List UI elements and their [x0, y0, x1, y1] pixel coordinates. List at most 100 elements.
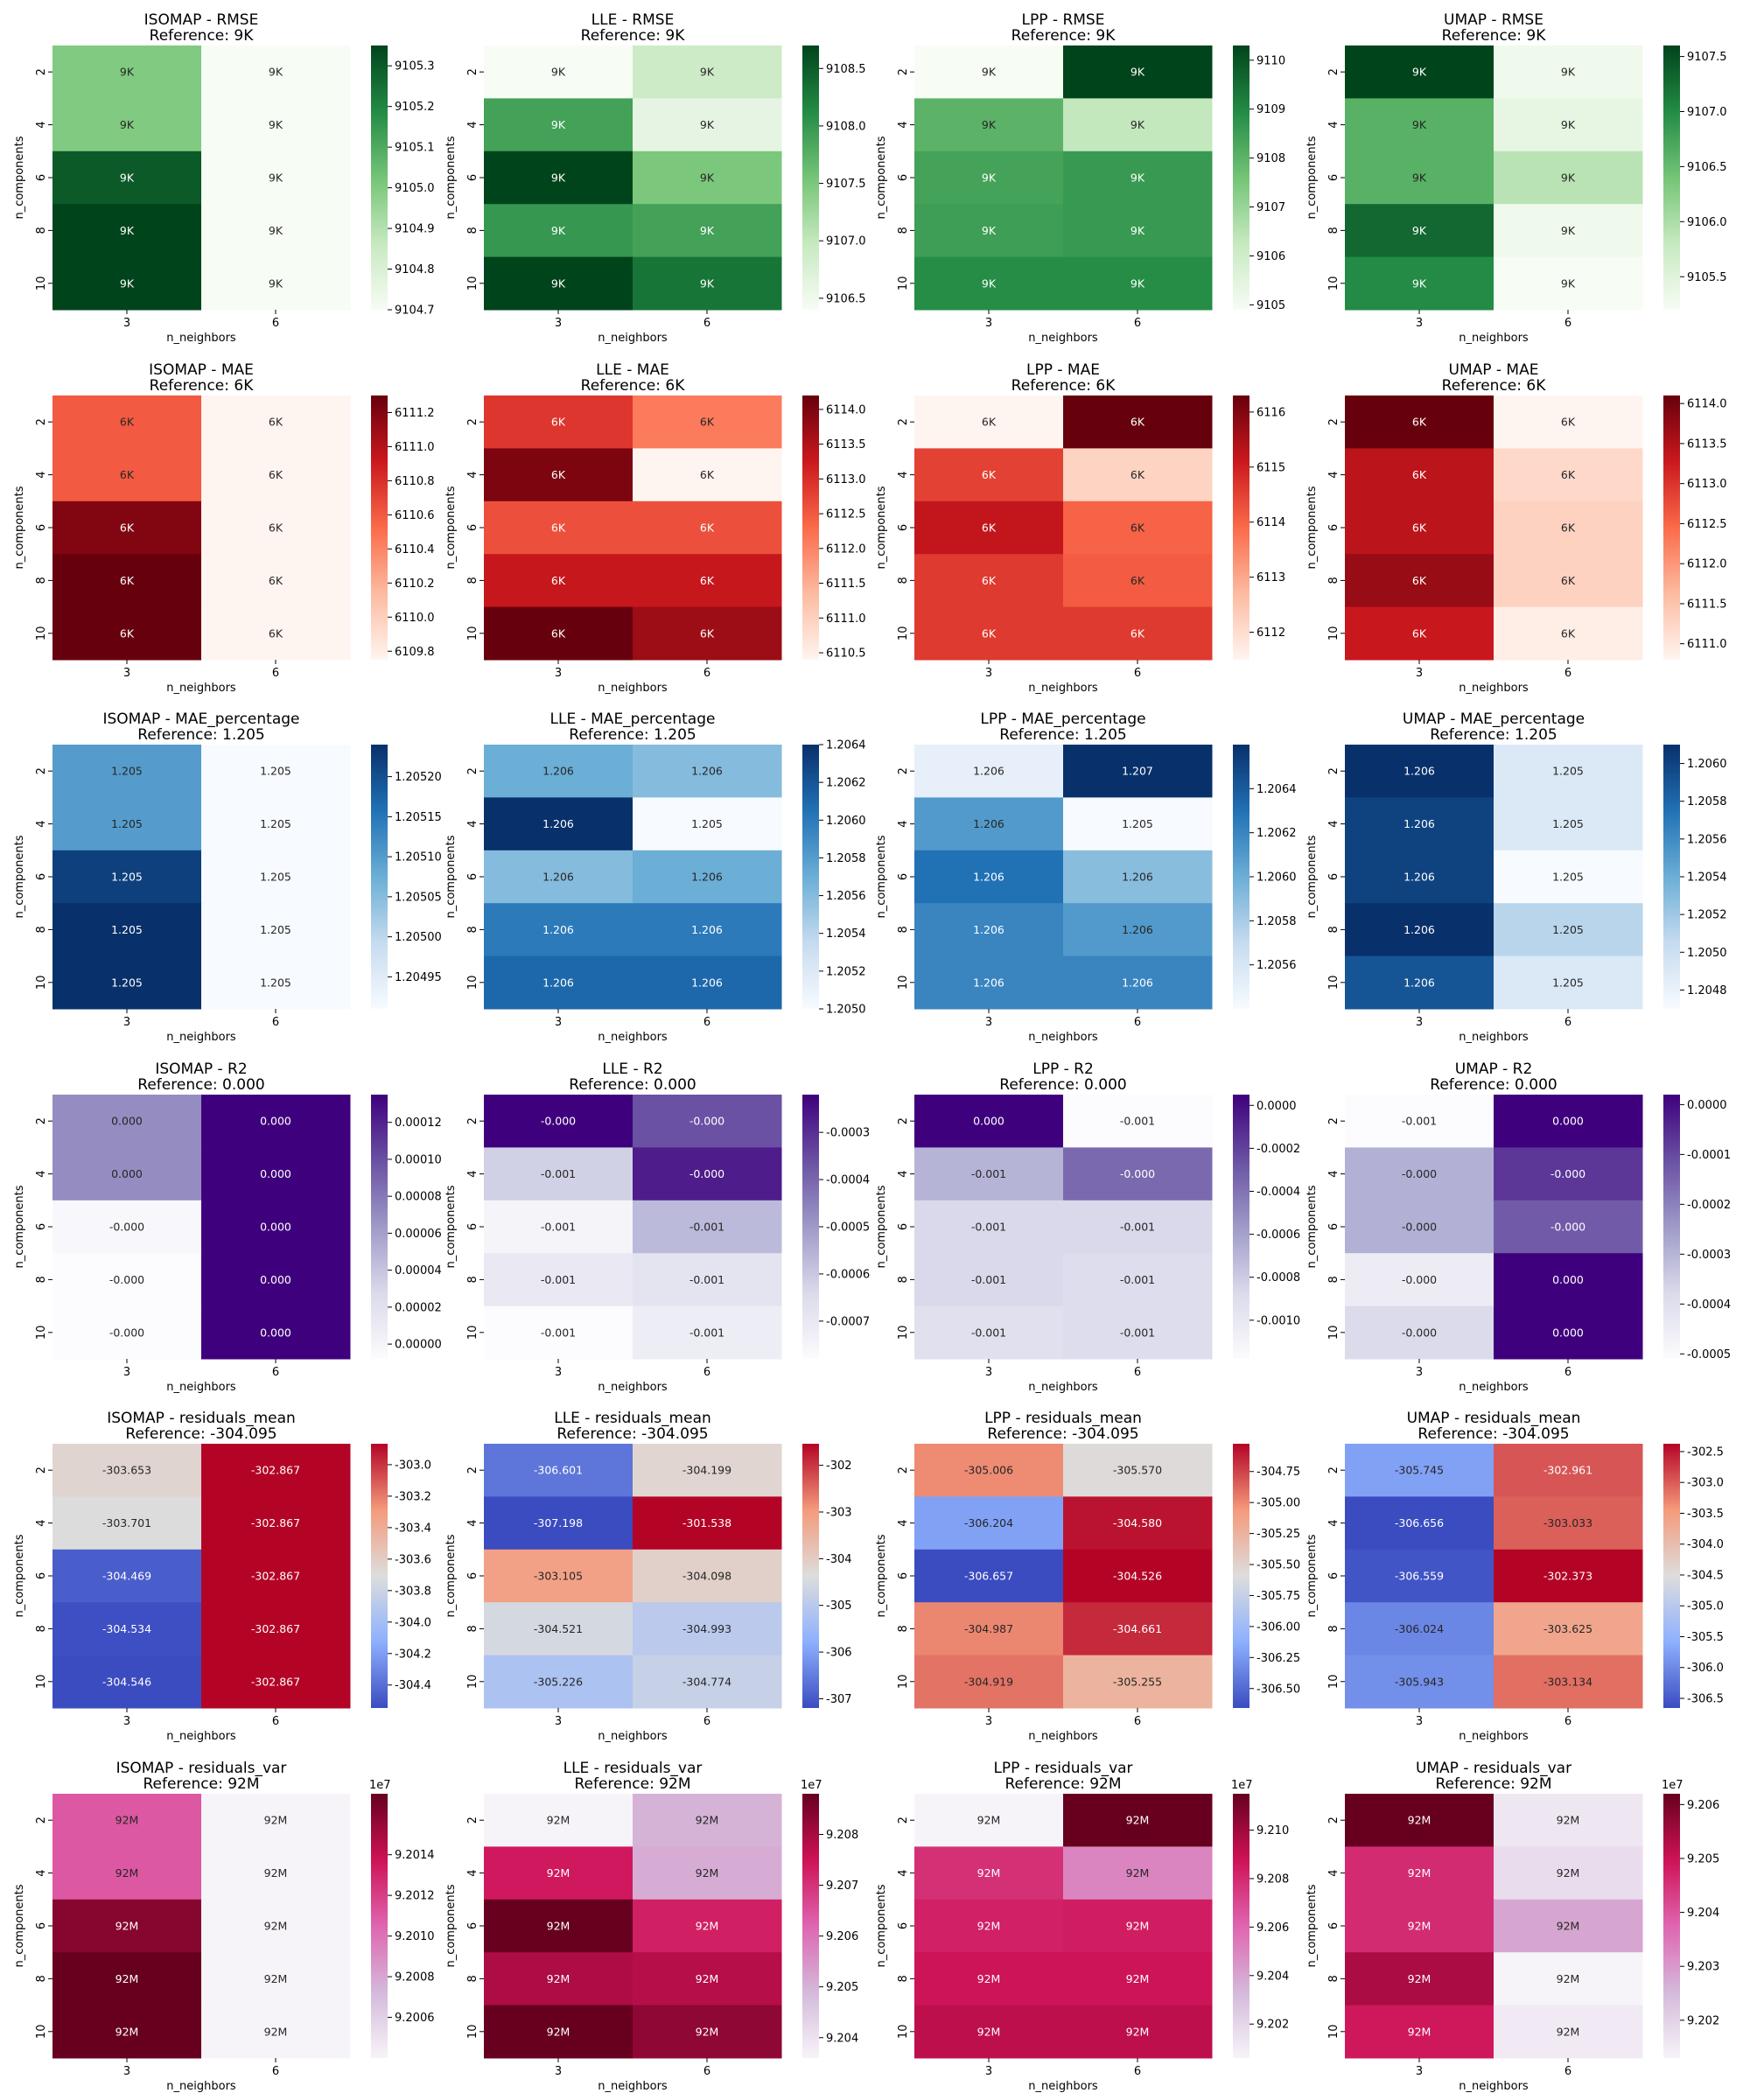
cell-value-label: 92M — [977, 1814, 1001, 1827]
cell-value-label: 92M — [264, 2025, 288, 2038]
cell-value-label: 1.206 — [1122, 976, 1153, 989]
cell-value-label: -0.001 — [690, 1273, 724, 1286]
y-tick-label: 10 — [35, 626, 48, 641]
heatmap-cell — [1494, 1899, 1643, 1953]
y-tick-label: 8 — [1327, 1276, 1340, 1283]
colorbar — [371, 1095, 388, 1359]
heatmap-cell — [484, 1253, 634, 1307]
colorbar-tick-label: 1.2054 — [1687, 872, 1727, 885]
colorbar — [371, 46, 388, 310]
cell-value-label: 0.000 — [973, 1115, 1004, 1128]
cell-value-label: -304.774 — [682, 1675, 732, 1688]
x-tick-label: 6 — [704, 1016, 710, 1029]
y-tick-label: 6 — [35, 524, 48, 531]
y-tick-label: 4 — [897, 1170, 910, 1177]
heatmap-cell — [633, 554, 782, 608]
heatmap-cell — [52, 1147, 202, 1201]
y-tick-label: 4 — [897, 121, 910, 128]
x-tick-label: 6 — [1134, 1016, 1141, 1029]
heatmap-cell — [52, 797, 202, 851]
y-tick-label: 8 — [35, 227, 48, 234]
heatmap-cell — [633, 1306, 782, 1360]
y-tick-label: 2 — [466, 1117, 480, 1124]
cell-value-label: 9K — [1561, 66, 1576, 79]
x-axis-label: n_neighbors — [166, 1730, 236, 1743]
x-tick-label: 6 — [1134, 667, 1141, 680]
colorbar-tick-label: -303.4 — [395, 1522, 431, 1535]
colorbar — [802, 1444, 819, 1708]
panel-subtitle: Reference: 1.205 — [137, 726, 264, 744]
heatmap-cell — [914, 1899, 1064, 1953]
y-tick-label: 10 — [897, 626, 910, 641]
x-tick-label: 3 — [123, 667, 130, 680]
cell-value-label: 6K — [269, 416, 284, 429]
colorbar-tick-label: 9.207 — [826, 1880, 858, 1893]
colorbar-tick-label: 6111.5 — [826, 578, 866, 591]
x-tick-label: 6 — [272, 1366, 279, 1379]
colorbar-tick-label: 0.00004 — [395, 1264, 442, 1278]
cell-value-label: -0.001 — [541, 1273, 576, 1286]
y-tick-label: 8 — [1327, 926, 1340, 933]
colorbar-tick-label: 1.2058 — [1256, 915, 1297, 928]
cell-value-label: 1.206 — [691, 976, 723, 989]
cell-value-label: 9K — [700, 172, 715, 185]
heatmap-cell — [1063, 745, 1213, 798]
heatmap-cell — [1345, 150, 1494, 205]
heatmap-cell — [914, 1794, 1064, 1847]
cell-value-label: 1.206 — [973, 871, 1004, 884]
x-tick-label: 6 — [704, 1715, 710, 1728]
colorbar-tick-label: 9.202 — [1687, 2014, 1719, 2027]
panel-subtitle: Reference: -304.095 — [556, 1425, 708, 1443]
cell-value-label: 9K — [700, 276, 715, 290]
y-tick-label: 10 — [1327, 1675, 1340, 1690]
heatmap-cell — [1494, 46, 1643, 99]
heatmap-cell — [1063, 1899, 1213, 1953]
heatmap-cell — [201, 1095, 351, 1148]
colorbar-tick-label: 9106.5 — [826, 292, 866, 305]
heatmap-cell — [484, 396, 634, 449]
panel-subtitle: Reference: 0.000 — [569, 1076, 696, 1094]
cell-value-label: -0.000 — [1402, 1167, 1437, 1180]
x-tick-label: 3 — [555, 667, 562, 680]
colorbar-tick-label: 9108.5 — [826, 63, 866, 76]
colorbar-tick-label: 0.0000 — [1256, 1100, 1297, 1113]
colorbar-tick-label: 0.00006 — [395, 1228, 442, 1241]
y-tick-label: 2 — [1327, 418, 1340, 425]
x-tick-label: 6 — [704, 1366, 710, 1379]
cell-value-label: 9K — [269, 276, 284, 290]
panel-subtitle: Reference: 0.000 — [137, 1076, 264, 1094]
cell-value-label: 9K — [269, 172, 284, 185]
heatmap-cell — [914, 1200, 1064, 1254]
heatmap-cell — [1494, 745, 1643, 798]
heatmap-cell — [1494, 903, 1643, 957]
cell-value-label: 92M — [977, 1972, 1001, 1985]
heatmap-cell — [633, 1253, 782, 1307]
cell-value-label: 92M — [1557, 1866, 1580, 1880]
cell-value-label: -302.867 — [251, 1516, 300, 1530]
cell-value-label: -301.538 — [682, 1516, 732, 1530]
x-tick-label: 3 — [985, 1366, 992, 1379]
cell-value-label: -0.001 — [541, 1221, 576, 1234]
heatmap-cell — [914, 850, 1064, 904]
heatmap-cell — [484, 1794, 634, 1847]
x-tick-label: 6 — [1564, 317, 1572, 330]
colorbar — [802, 46, 819, 310]
cell-value-label: 92M — [1408, 1866, 1432, 1880]
y-tick-label: 6 — [35, 1572, 48, 1579]
cell-value-label: -305.943 — [1395, 1675, 1444, 1688]
y-tick-label: 6 — [466, 1922, 480, 1929]
cell-value-label: 92M — [1408, 1814, 1432, 1827]
heatmap-cell — [914, 1253, 1064, 1307]
cell-value-label: 6K — [982, 416, 997, 429]
colorbar-tick-label: -305.00 — [1256, 1497, 1300, 1510]
cell-value-label: 9K — [551, 224, 566, 237]
heatmap-cell — [1494, 797, 1643, 851]
heatmap-cell — [1345, 1095, 1494, 1148]
heatmap-cell — [1494, 1549, 1643, 1603]
cell-value-label: 6K — [551, 522, 566, 535]
cell-value-label: 6K — [1412, 574, 1427, 587]
